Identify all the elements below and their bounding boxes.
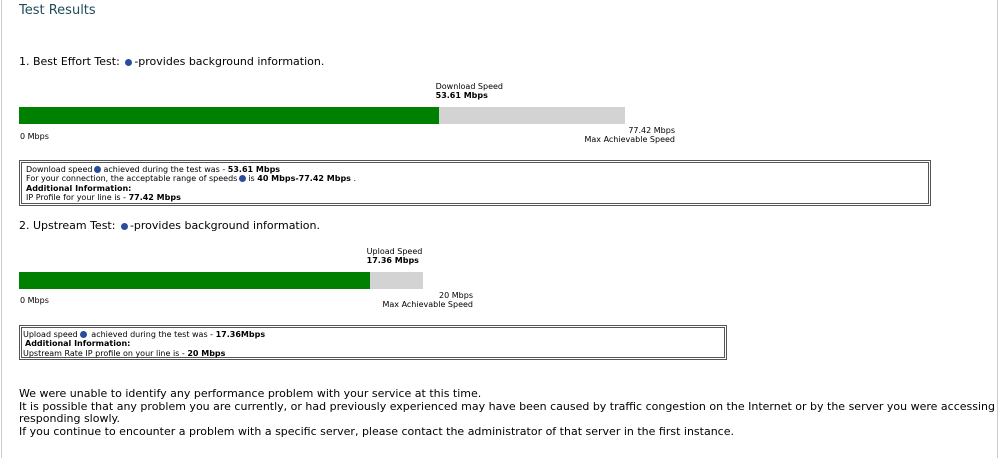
info-box: Download speed achieved during the test w… xyxy=(19,160,931,206)
test-heading: 2. Upstream Test: -provides background i… xyxy=(19,219,320,232)
info-box: Upload speed achieved during the test wa… xyxy=(19,325,727,360)
bar-track xyxy=(19,107,625,124)
bar-title: Upload Speed xyxy=(366,247,423,256)
value: 17.36Mbps xyxy=(215,330,266,339)
bar-caption: Download Speed 53.61 Mbps xyxy=(436,82,503,100)
speed-label: 53.61 Mbps xyxy=(435,91,488,100)
heading: 2. Upstream Test: xyxy=(19,219,116,232)
help-text: -provides background information. xyxy=(129,219,320,232)
text: Upstream Rate IP profile on your line is… xyxy=(23,348,188,358)
speed-bar xyxy=(19,107,439,124)
summary: We were unable to identify any performan… xyxy=(19,387,997,438)
info-line: Download speed achieved during the test w… xyxy=(26,165,924,174)
text: Additional Information: xyxy=(26,183,132,193)
text: . xyxy=(350,174,357,184)
text: Upload speed xyxy=(23,330,78,339)
min-label: 0 Mbps xyxy=(20,132,49,141)
speed-label: 17.36 Mbps xyxy=(366,256,419,265)
info-line: Upload speed achieved during the test wa… xyxy=(23,330,720,339)
min-label: 0 Mbps xyxy=(20,296,49,305)
info-line: Additional Information: xyxy=(23,339,720,348)
speed-bar xyxy=(19,272,370,289)
max-text: Max Achievable Speed xyxy=(382,300,473,309)
info-line: Upstream Rate IP profile on your line is… xyxy=(23,349,720,358)
help-icon[interactable] xyxy=(120,222,128,230)
help-text: -provides background information. xyxy=(134,55,325,68)
max-text: Max Achievable Speed xyxy=(584,135,675,144)
bar-caption: Upload Speed 17.36 Mbps xyxy=(367,247,423,265)
text: For your connection, the acceptable rang… xyxy=(26,174,238,184)
text: achieved during the test was - xyxy=(88,330,216,339)
info-line: For your connection, the acceptable rang… xyxy=(26,174,924,183)
info-line: Additional Information: xyxy=(26,184,924,193)
summary-line: It is possible that any problem you are … xyxy=(19,399,995,425)
help-icon[interactable] xyxy=(94,166,102,173)
help-icon[interactable] xyxy=(239,175,247,183)
value: 40 Mbps-77.42 Mbps xyxy=(257,174,351,184)
help-icon[interactable] xyxy=(79,331,87,338)
bar-title: Download Speed xyxy=(435,82,504,91)
max-label: 77.42 Mbps xyxy=(628,126,675,135)
max-caption: 77.42 Mbps Max Achievable Speed xyxy=(584,126,675,144)
text: Download speed xyxy=(26,165,93,174)
summary-line: If you continue to encounter a problem w… xyxy=(19,424,734,438)
text: IP Profile for your line is - xyxy=(26,192,129,202)
text: is xyxy=(248,174,258,184)
summary-line: We were unable to identify any performan… xyxy=(19,387,482,400)
bar-track xyxy=(19,272,423,289)
test-heading: 1. Best Effort Test: -provides backgroun… xyxy=(19,55,324,68)
help-icon[interactable] xyxy=(125,58,133,66)
max-label: 20 Mbps xyxy=(439,291,473,300)
page-title: Test Results xyxy=(19,3,96,18)
max-caption: 20 Mbps Max Achievable Speed xyxy=(382,291,473,309)
value: 77.42 Mbps xyxy=(128,192,181,202)
heading: 1. Best Effort Test: xyxy=(19,55,120,68)
text: achieved during the test was - xyxy=(103,165,228,174)
value: 53.61 Mbps xyxy=(227,165,281,174)
info-line: IP Profile for your line is - 77.42 Mbps xyxy=(26,193,924,202)
value: 20 Mbps xyxy=(187,348,226,358)
text: Additional Information: xyxy=(25,339,131,349)
